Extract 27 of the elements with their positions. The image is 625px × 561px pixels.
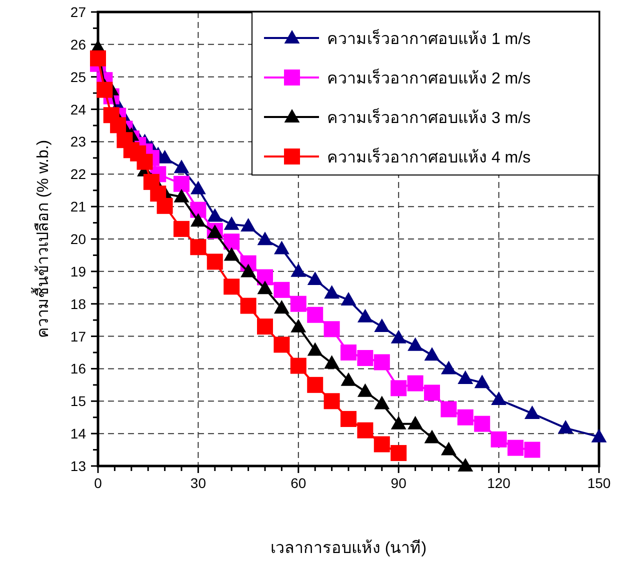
legend-label: ความเร็วอากาศอบแห้ง 2 m/s — [327, 68, 531, 88]
y-tick-label: 24 — [70, 101, 86, 118]
x-axis-title: เวลาการอบแห้ง (นาที) — [270, 539, 427, 557]
legend-label: ความเร็วอากาศอบแห้ง 4 m/s — [327, 146, 531, 166]
y-axis-title: ความชื้นข้าวเปลือก (% w.b.) — [31, 140, 52, 338]
y-tick-label: 19 — [70, 263, 86, 280]
x-tick-label: 120 — [487, 475, 511, 491]
y-tick-label: 20 — [70, 231, 86, 247]
y-tick-label: 23 — [70, 134, 86, 150]
x-tick-label: 90 — [390, 475, 407, 491]
y-tick-label: 16 — [70, 360, 86, 377]
y-tick-label: 17 — [70, 328, 86, 344]
x-tick-label: 60 — [290, 475, 306, 491]
legend-label: ความเร็วอากาศอบแห้ง 3 m/s — [327, 107, 531, 127]
y-tick-label: 26 — [70, 36, 86, 52]
x-tick-label: 30 — [190, 475, 206, 491]
y-tick-label: 15 — [70, 393, 86, 410]
y-tick-label: 27 — [70, 4, 86, 20]
x-tick-label: 0 — [94, 475, 102, 491]
y-tick-label: 18 — [70, 296, 86, 312]
y-tick-label: 25 — [70, 68, 86, 85]
x-tick-label: 150 — [587, 475, 611, 491]
y-tick-label: 13 — [70, 458, 86, 474]
legend-label: ความเร็วอากาศอบแห้ง 1 m/s — [327, 28, 531, 48]
y-tick-label: 21 — [70, 198, 86, 215]
y-tick-label: 14 — [70, 426, 86, 442]
y-tick-label: 22 — [70, 166, 86, 182]
